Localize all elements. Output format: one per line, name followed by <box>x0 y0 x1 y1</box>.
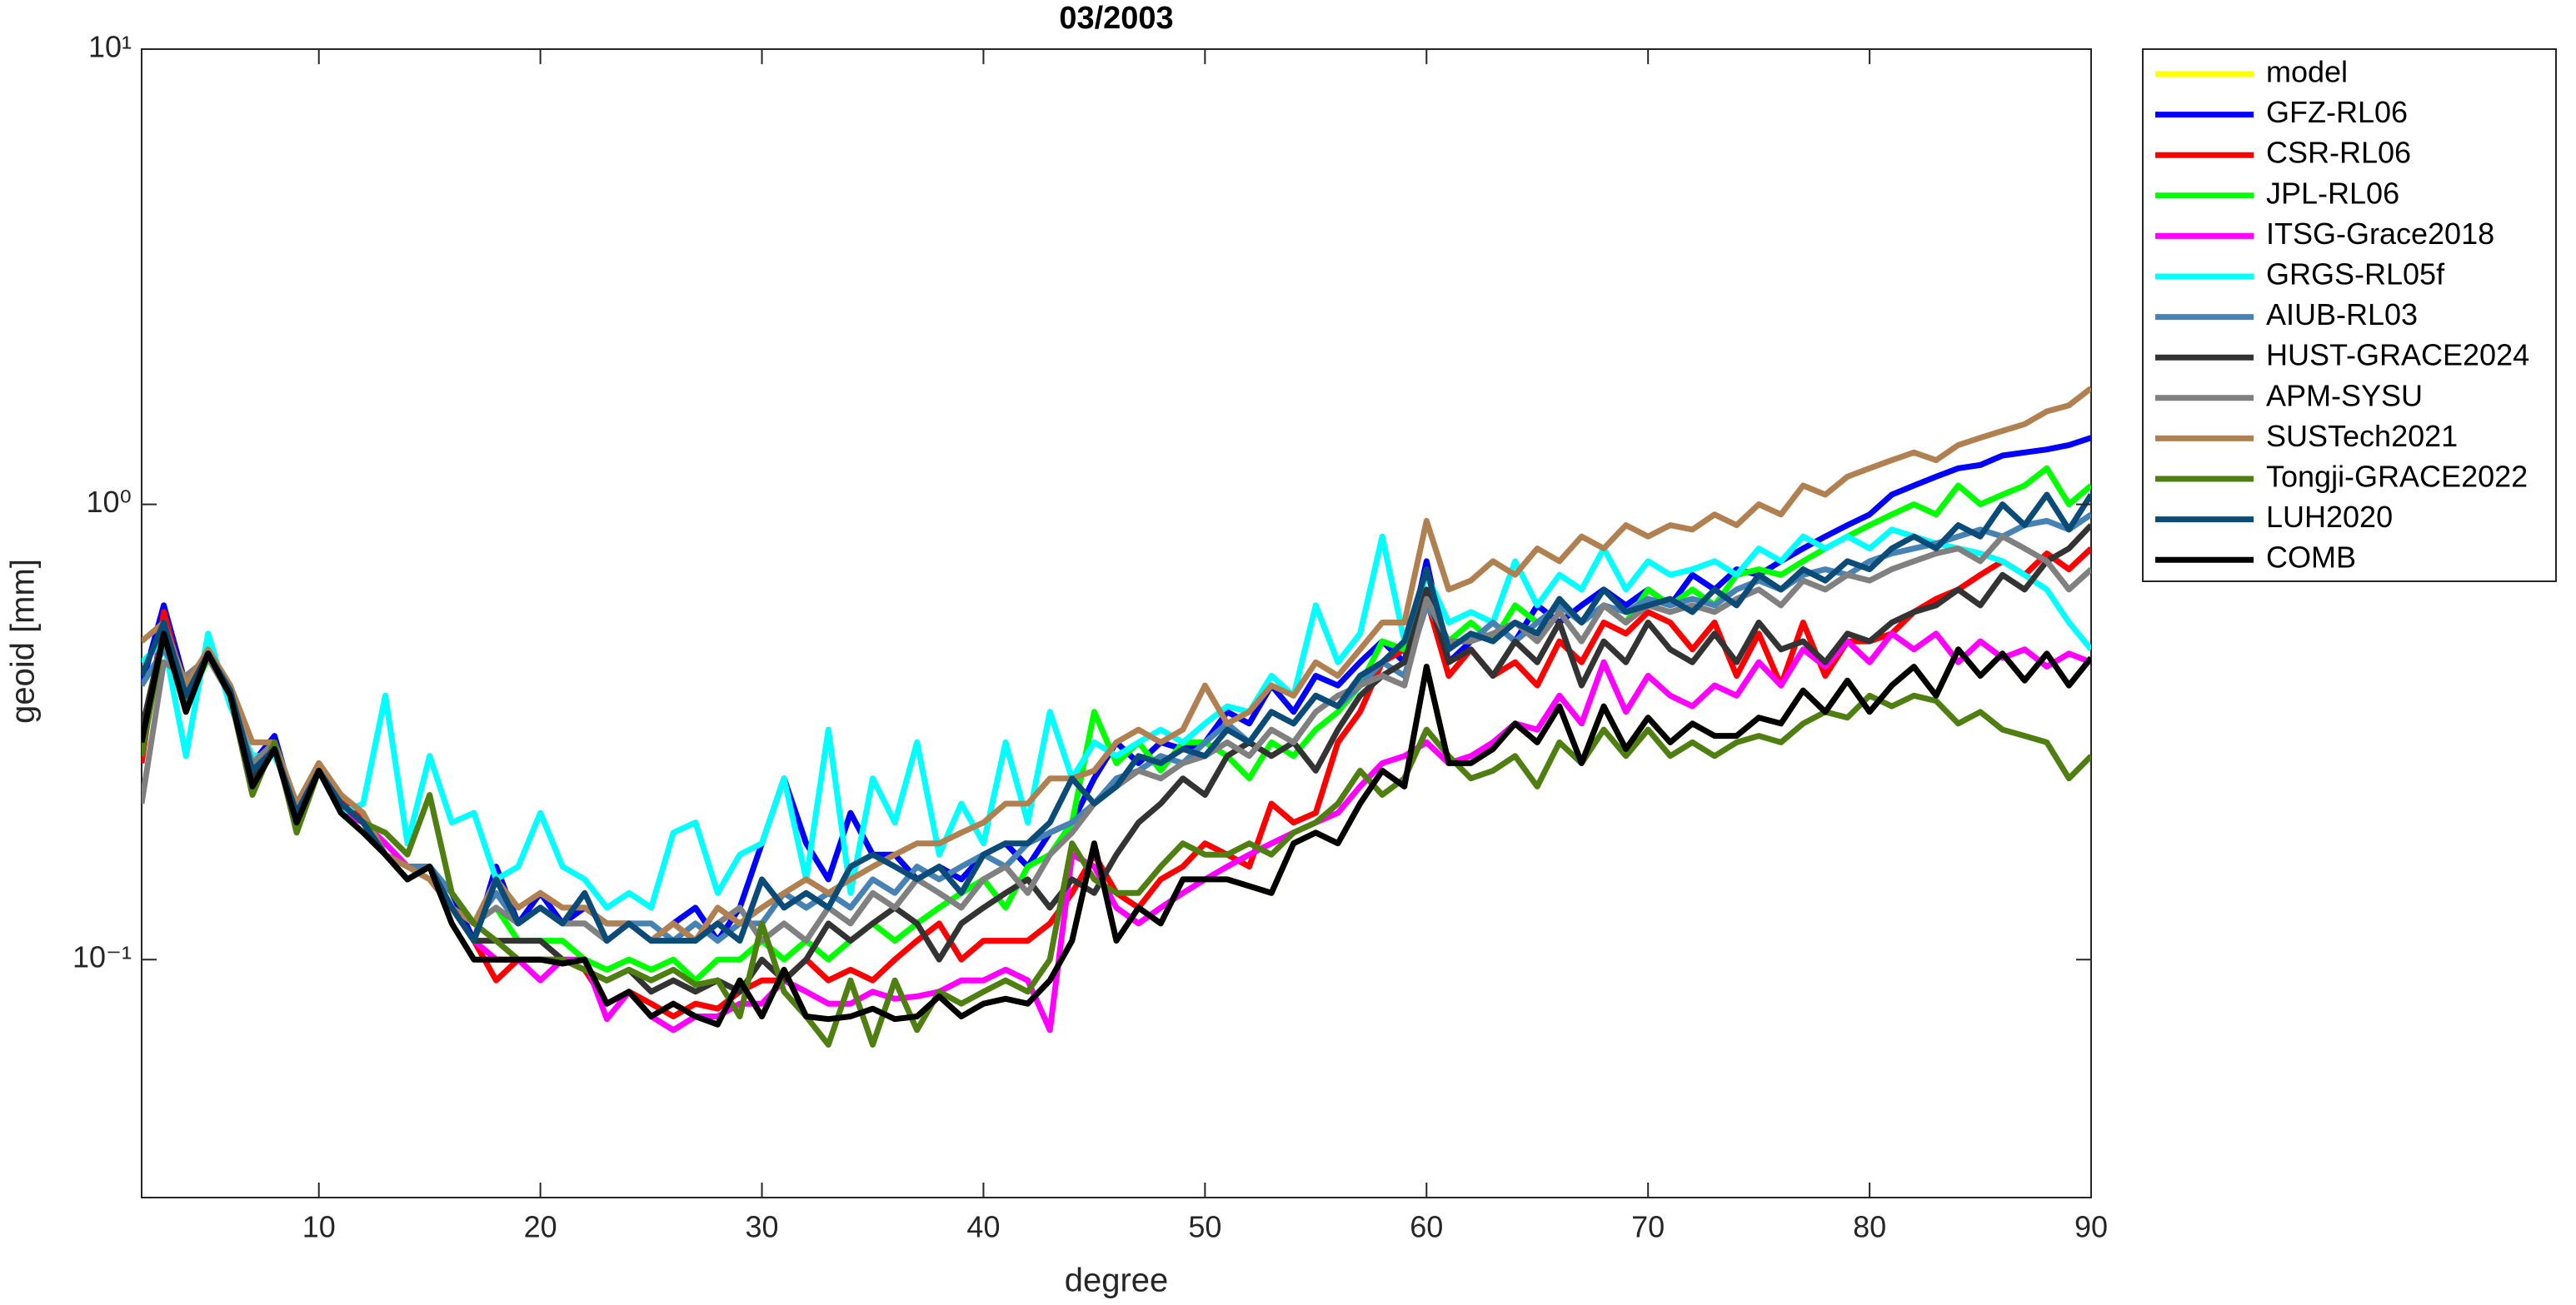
y-tick-label: 10¹ <box>88 30 132 64</box>
series-line <box>142 630 2091 1028</box>
x-tick-label: 40 <box>966 1210 1000 1244</box>
series-line <box>142 630 2091 1048</box>
x-axis-label: degree <box>1065 1263 1169 1299</box>
legend-label: HUST-GRACE2024 <box>2266 338 2529 372</box>
legend-label: GRGS-RL05f <box>2266 257 2445 291</box>
x-tick-label: 80 <box>1853 1210 1886 1244</box>
x-tick-label: 10 <box>302 1210 336 1244</box>
legend-label: APM-SYSU <box>2266 378 2423 412</box>
plot-area <box>141 48 2092 1198</box>
y-tick-label: 10⁻¹ <box>72 940 132 974</box>
x-tick-label: 20 <box>524 1210 557 1244</box>
legend-label: ITSG-Grace2018 <box>2266 217 2494 251</box>
x-tick-label: 30 <box>746 1210 779 1244</box>
x-tick-label: 90 <box>2074 1210 2108 1244</box>
legend-label: model <box>2266 55 2348 89</box>
y-axis-label: geoid [mm] <box>5 559 42 724</box>
x-tick-label: 60 <box>1410 1210 1443 1244</box>
legend-label: CSR-RL06 <box>2266 136 2411 170</box>
lines <box>142 386 2091 1048</box>
legend-label: LUH2020 <box>2266 500 2393 534</box>
y-tick-label: 10⁰ <box>87 485 132 519</box>
x-tick-label: 70 <box>1631 1210 1665 1244</box>
x-tick-label: 50 <box>1188 1210 1221 1244</box>
legend-label: AIUB-RL03 <box>2266 297 2418 331</box>
series-line <box>142 526 2091 911</box>
chart-title: 03/2003 <box>1059 1 1173 36</box>
legend-label: Tongji-GRACE2022 <box>2266 460 2528 494</box>
legend-label: SUSTech2021 <box>2266 419 2458 453</box>
legend-label: COMB <box>2266 540 2356 575</box>
series-line <box>142 491 2091 944</box>
legend-label: JPL-RL06 <box>2266 176 2399 210</box>
legend-label: GFZ-RL06 <box>2266 95 2408 129</box>
